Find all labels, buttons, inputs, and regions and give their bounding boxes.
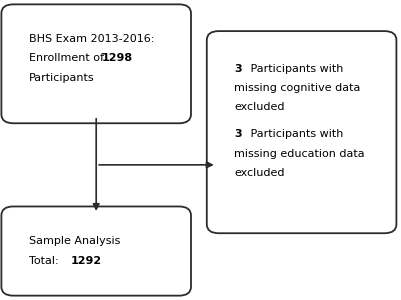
Text: missing cognitive data: missing cognitive data: [235, 83, 361, 93]
Text: missing education data: missing education data: [235, 149, 365, 159]
Text: excluded: excluded: [235, 168, 285, 178]
Text: Participants: Participants: [29, 73, 95, 83]
Text: 3: 3: [235, 64, 242, 74]
FancyBboxPatch shape: [1, 4, 191, 123]
Text: BHS Exam 2013-2016:: BHS Exam 2013-2016:: [29, 34, 154, 44]
FancyBboxPatch shape: [1, 206, 191, 296]
Text: Total:: Total:: [29, 256, 62, 266]
Text: 1298: 1298: [101, 53, 132, 63]
Text: Participants with: Participants with: [247, 64, 344, 74]
Text: Enrollment of: Enrollment of: [29, 53, 107, 63]
Text: 3: 3: [235, 130, 242, 140]
Text: Participants with: Participants with: [247, 130, 344, 140]
Text: Sample Analysis: Sample Analysis: [29, 236, 120, 246]
FancyBboxPatch shape: [207, 31, 397, 233]
Text: 1292: 1292: [71, 256, 101, 266]
Text: excluded: excluded: [235, 102, 285, 112]
